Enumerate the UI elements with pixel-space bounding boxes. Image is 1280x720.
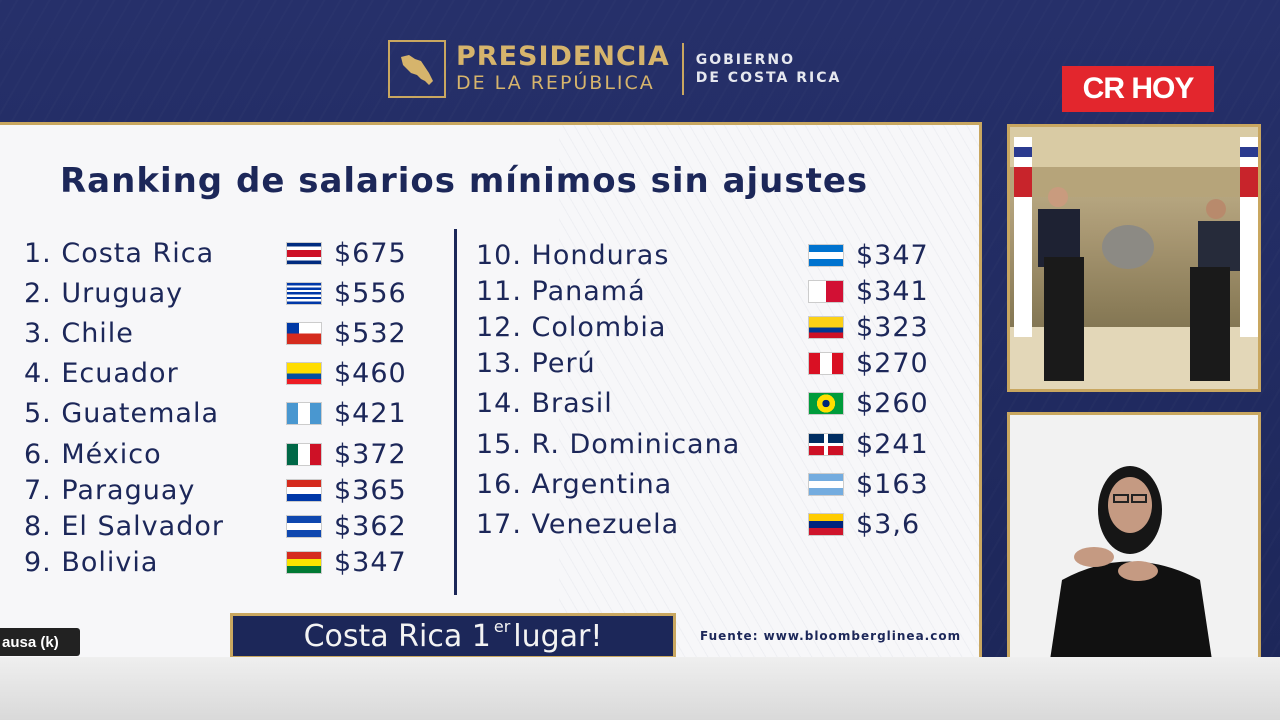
- ranking-salary: $347: [856, 239, 929, 271]
- banner-text-pre: Costa Rica 1: [303, 618, 491, 654]
- source-note: Fuente: www.bloomberglinea.com: [700, 629, 962, 643]
- venezuela-flag-icon: [808, 512, 844, 536]
- ranking-row: 11. Panamá $341: [476, 273, 966, 309]
- bottom-strip: [0, 657, 1280, 720]
- ranking-country: 12. Colombia: [476, 311, 667, 343]
- costa-rica-map-logo-icon: [388, 40, 446, 98]
- mexico-flag-icon: [286, 442, 322, 466]
- ranking-salary: $241: [856, 428, 929, 460]
- ranking-row: 17. Venezuela $3,6: [476, 506, 966, 542]
- press-conference-video: [1007, 124, 1261, 392]
- ranking-row: 4. Ecuador $460: [24, 355, 444, 391]
- presidencia-line2: DE LA REPÚBLICA: [456, 72, 655, 94]
- ranking-row: 8. El Salvador $362: [24, 508, 444, 544]
- ranking-country: 1. Costa Rica: [24, 237, 215, 269]
- ranking-row: 9. Bolivia $347: [24, 544, 444, 580]
- chile-flag-icon: [286, 321, 322, 345]
- ranking-country: 15. R. Dominicana: [476, 428, 741, 460]
- ranking-salary: $323: [856, 311, 929, 343]
- ranking-row: 13. Perú $270: [476, 345, 966, 381]
- ranking-salary: $270: [856, 347, 929, 379]
- first-place-banner: Costa Rica 1 er lugar!: [230, 613, 676, 657]
- guatemala-flag-icon: [286, 401, 322, 425]
- ranking-country: 9. Bolivia: [24, 546, 159, 578]
- ranking-row: 7. Paraguay $365: [24, 472, 444, 508]
- slide-title: Ranking de salarios mínimos sin ajustes: [60, 161, 869, 201]
- presidencia-wordmark: PRESIDENCIA DE LA REPÚBLICA: [456, 43, 670, 95]
- ranking-salary: $421: [334, 397, 407, 429]
- presidencia-line1: PRESIDENCIA: [456, 41, 670, 72]
- ranking-country: 8. El Salvador: [24, 510, 224, 542]
- ranking-row: 15. R. Dominicana $241: [476, 426, 966, 462]
- column-divider: [454, 229, 457, 595]
- ranking-salary: $372: [334, 438, 407, 470]
- ranking-country: 11. Panamá: [476, 275, 646, 307]
- ranking-country: 10. Honduras: [476, 239, 670, 271]
- broadcast-stage: PRESIDENCIA DE LA REPÚBLICA GOBIERNO DE …: [0, 0, 1280, 657]
- ranking-salary: $362: [334, 510, 407, 542]
- ranking-country: 14. Brasil: [476, 387, 613, 419]
- gobierno-line1: GOBIERNO: [695, 52, 795, 68]
- ranking-salary: $163: [856, 468, 929, 500]
- ranking-salary: $260: [856, 387, 929, 419]
- pause-tooltip: ausa (k): [0, 628, 80, 656]
- ranking-country: 17. Venezuela: [476, 508, 680, 540]
- ranking-country: 6. México: [24, 438, 162, 470]
- ranking-salary: $532: [334, 317, 407, 349]
- uruguay-flag-icon: [286, 281, 322, 305]
- ranking-country: 5. Guatemala: [24, 397, 220, 429]
- ranking-row: 6. México $372: [24, 436, 444, 472]
- crhoy-logo: CR HOY: [1062, 66, 1214, 112]
- ranking-salary: $460: [334, 357, 407, 389]
- paraguay-flag-icon: [286, 478, 322, 502]
- ecuador-flag-icon: [286, 361, 322, 385]
- colombia-flag-icon: [808, 315, 844, 339]
- ranking-row: 3. Chile $532: [24, 315, 444, 351]
- ranking-salary: $347: [334, 546, 407, 578]
- ranking-country: 13. Perú: [476, 347, 596, 379]
- ranking-salary: $3,6: [856, 508, 921, 540]
- ranking-row: 1. Costa Rica $675: [24, 235, 444, 271]
- ranking-row: 2. Uruguay $556: [24, 275, 444, 311]
- gobierno-line2: DE COSTA RICA: [695, 70, 842, 86]
- dominican-republic-flag-icon: [808, 432, 844, 456]
- banner-superscript: er: [493, 616, 511, 636]
- ranking-country: 3. Chile: [24, 317, 134, 349]
- sign-language-interpreter-video: [1007, 412, 1261, 657]
- ranking-country: 7. Paraguay: [24, 474, 196, 506]
- panama-flag-icon: [808, 279, 844, 303]
- gobierno-wordmark: GOBIERNO DE COSTA RICA: [696, 51, 842, 87]
- argentina-flag-icon: [808, 472, 844, 496]
- peru-flag-icon: [808, 351, 844, 375]
- ranking-row: 10. Honduras $347: [476, 237, 966, 273]
- ranking-salary: $556: [334, 277, 407, 309]
- presidencia-header: PRESIDENCIA DE LA REPÚBLICA GOBIERNO DE …: [388, 40, 841, 98]
- ranking-country: 16. Argentina: [476, 468, 673, 500]
- banner-text-post: lugar!: [513, 618, 603, 654]
- ranking-country: 2. Uruguay: [24, 277, 184, 309]
- ranking-slide: Ranking de salarios mínimos sin ajustes …: [0, 122, 982, 657]
- ranking-salary: $341: [856, 275, 929, 307]
- el-salvador-flag-icon: [286, 514, 322, 538]
- header-divider: [681, 43, 684, 95]
- brasil-flag-icon: [808, 391, 844, 415]
- ranking-row: 16. Argentina $163: [476, 466, 966, 502]
- bolivia-flag-icon: [286, 550, 322, 574]
- costa-rica-flag-icon: [286, 241, 322, 265]
- ranking-row: 12. Colombia $323: [476, 309, 966, 345]
- honduras-flag-icon: [808, 243, 844, 267]
- ranking-salary: $365: [334, 474, 407, 506]
- ranking-salary: $675: [334, 237, 407, 269]
- ranking-row: 5. Guatemala $421: [24, 395, 444, 431]
- ranking-row: 14. Brasil $260: [476, 385, 966, 421]
- ranking-country: 4. Ecuador: [24, 357, 179, 389]
